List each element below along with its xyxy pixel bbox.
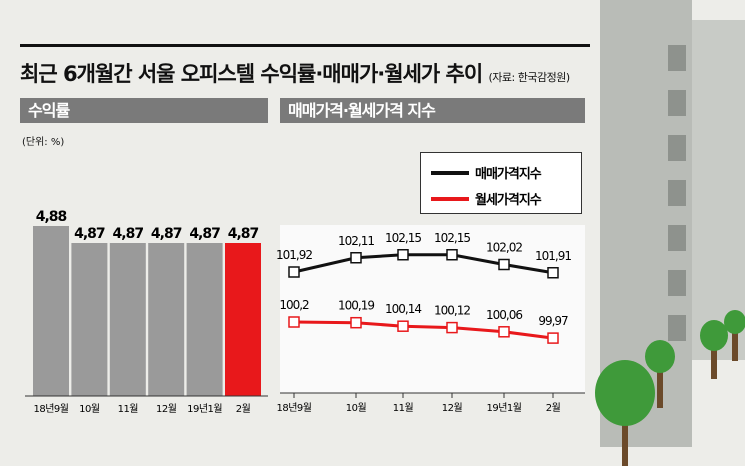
legend: 매매가격지수 월세가격지수 [420,152,582,214]
legend-swatch-sale [431,170,469,175]
page-title: 최근 6개월간 서울 오피스텔 수익률·매매가·월세가 추이 (자료: 한국감정… [20,58,570,88]
x-tick-label: 11월 [118,403,139,415]
bar-value-label: 4,87 [113,226,144,242]
tree-trunk [711,336,717,379]
x-tick-label: 2월 [236,403,251,415]
bar-chart-header: 수익률 [20,98,268,123]
x-tick-label: 19년1월 [487,402,522,414]
data-point [446,321,458,334]
tree-crown [595,360,655,426]
legend-item-sale: 매매가격지수 [431,163,542,182]
bar [186,243,223,396]
data-label: 101,91 [535,249,571,263]
legend-label: 월세가격지수 [475,193,542,208]
data-point [498,326,510,338]
tree-crown [724,310,745,335]
data-label: 102,15 [385,231,421,245]
window [668,225,686,251]
data-point [397,320,409,332]
building-illustration-2 [692,20,745,360]
window [668,270,686,296]
x-tick-label: 12월 [156,403,177,415]
legend-label: 매매가격지수 [475,167,542,182]
data-point [397,249,409,261]
x-tick-label: 18년9월 [34,403,69,415]
data-label: 99,97 [538,314,568,328]
bar-value-label: 4,87 [228,226,259,242]
legend-swatch-rent [431,196,469,201]
line-chart-header: 매매가격·월세가격 지수 [280,98,585,123]
data-label: 100,14 [385,302,421,316]
tree-trunk [657,358,663,408]
tree-trunk [732,323,738,362]
x-tick-label: 18년9월 [277,402,312,414]
tree-crown [700,320,728,351]
bar-value-label: 4,88 [36,209,67,225]
data-label: 100,19 [338,299,374,313]
x-tick-label: 10월 [346,402,367,414]
charts-svg: 4,88 18년9월 4,87 10월 4,87 11월 4,87 12월 4,87 19년1월 4… [25,209,585,415]
bar-value-label: 4,87 [74,226,105,242]
bar-value-label: 4,87 [189,226,220,242]
data-label: 100,2 [279,298,309,312]
top-rule [20,44,590,47]
data-label: 100,06 [486,308,522,322]
data-label: 101,92 [276,248,312,262]
data-label: 102,02 [486,241,522,255]
data-point [498,258,510,271]
data-label: 102,15 [434,231,470,245]
bar [33,226,69,396]
x-tick-label: 2월 [546,402,561,414]
line-chart-panel [280,225,585,393]
x-tick-label: 10월 [79,403,100,415]
tree-trunk [622,396,628,466]
bar [225,243,261,396]
bar-value-label: 4,87 [151,226,182,242]
data-label: 102,11 [338,234,374,248]
data-point [350,252,362,264]
window [668,135,686,161]
series-line [293,320,554,340]
data-point [350,316,362,329]
data-point [547,332,559,344]
window [668,180,686,206]
data-label: 100,12 [434,304,470,318]
data-point [288,266,300,278]
source-note: (자료: 한국감정원) [488,71,570,84]
bar [71,243,108,396]
title-text: 최근 6개월간 서울 오피스텔 수익률·매매가·월세가 추이 [20,62,483,86]
data-point [446,249,458,261]
x-tick-label: 12월 [442,402,463,414]
data-point [288,316,300,328]
bar [148,243,185,396]
legend-item-rent: 월세가격지수 [431,189,542,208]
series-line [293,253,554,275]
x-tick-label: 19년1월 [187,403,222,415]
bar [109,243,146,396]
window [668,315,686,341]
window [668,90,686,116]
window [668,45,686,71]
unit-label: (단위: %) [22,137,65,148]
x-tick-label: 11월 [393,402,414,414]
data-point [547,267,559,279]
tree-crown [645,340,675,373]
